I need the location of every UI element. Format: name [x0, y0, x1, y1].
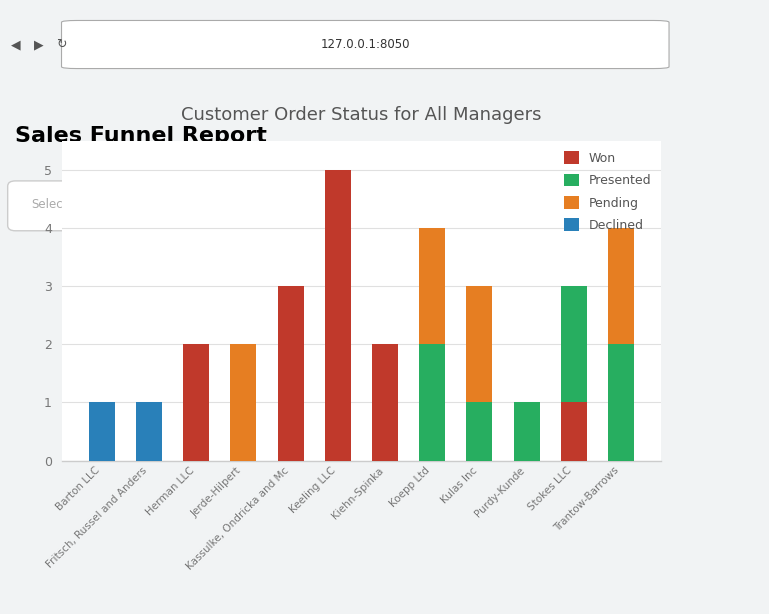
Bar [419, 344, 445, 460]
Bar [183, 344, 209, 460]
Bar [136, 402, 162, 460]
Bar [419, 228, 445, 344]
Text: Sales Funnel Report: Sales Funnel Report [15, 126, 268, 146]
Bar [467, 286, 492, 402]
Bar [608, 344, 634, 460]
Bar [608, 228, 634, 344]
FancyBboxPatch shape [8, 181, 192, 231]
Text: Select...: Select... [31, 198, 78, 211]
Bar [467, 402, 492, 460]
Text: 127.0.0.1:8050: 127.0.0.1:8050 [321, 38, 410, 51]
Text: ▶: ▶ [34, 38, 43, 51]
Bar [88, 402, 115, 460]
Bar [278, 286, 304, 460]
Bar [325, 170, 351, 460]
FancyBboxPatch shape [62, 20, 669, 69]
Bar [514, 402, 540, 460]
Bar [561, 286, 587, 402]
Legend: Won, Presented, Pending, Declined: Won, Presented, Pending, Declined [560, 147, 655, 236]
Text: ✕  ▾: ✕ ▾ [154, 200, 173, 209]
Title: Customer Order Status for All Managers: Customer Order Status for All Managers [181, 106, 541, 125]
Text: ◀: ◀ [11, 38, 20, 51]
Bar [561, 402, 587, 460]
Bar [231, 344, 256, 460]
Bar [372, 344, 398, 460]
Text: ↻: ↻ [56, 38, 67, 51]
